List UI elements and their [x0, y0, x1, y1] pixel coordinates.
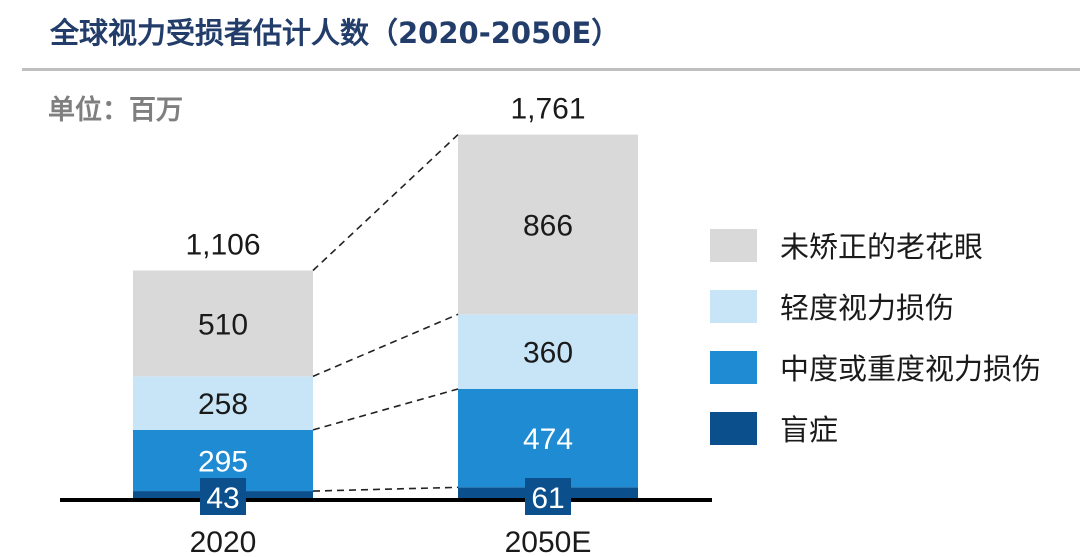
value-label-box	[200, 478, 246, 515]
total-label: 1,761	[510, 93, 585, 126]
x-tick-label: 2050E	[505, 526, 592, 557]
x-tick-label: 2020	[190, 526, 257, 557]
legend-label: 中度或重度视力损伤	[780, 352, 1041, 386]
connector-line	[312, 313, 459, 378]
chart-title: 全球视力受损者估计人数（2020-2050E）	[50, 16, 621, 50]
total-label: 1,106	[185, 229, 260, 262]
value-label-box	[525, 478, 571, 515]
value-label: 866	[523, 209, 573, 242]
value-label: 474	[523, 423, 573, 456]
unit-label: 单位：百万	[48, 95, 183, 126]
bar-segment	[458, 134, 638, 315]
legend-swatch	[710, 229, 757, 262]
legend-label: 未矫正的老花眼	[780, 230, 983, 264]
legend-label: 盲症	[780, 413, 838, 447]
legend-swatch	[710, 351, 757, 384]
connector-line	[312, 134, 459, 272]
bar-segment	[133, 270, 313, 377]
bar-segment	[133, 376, 313, 430]
connector-line	[312, 388, 459, 431]
legend-label: 轻度视力损伤	[780, 291, 954, 325]
value-label: 258	[198, 388, 248, 421]
bar-segment	[458, 314, 638, 389]
value-label: 43	[206, 482, 239, 515]
title-divider	[22, 68, 1080, 71]
value-label: 510	[198, 308, 248, 341]
legend-swatch	[710, 412, 757, 445]
connector-line	[312, 486, 459, 492]
value-label: 61	[531, 482, 564, 515]
bar-segment	[458, 388, 638, 488]
value-label: 295	[198, 445, 248, 478]
value-label: 360	[523, 337, 573, 370]
legend-swatch	[710, 290, 757, 323]
